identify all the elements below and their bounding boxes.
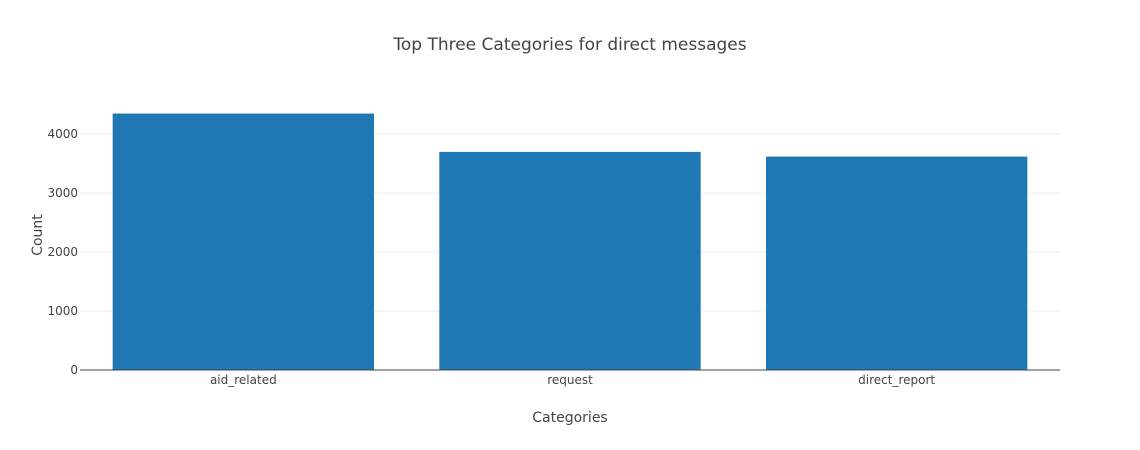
x-tick-label: request <box>547 373 593 387</box>
bar-direct_report <box>766 156 1028 370</box>
y-axis-ticks: 0 1000 2000 3000 4000 <box>47 127 78 377</box>
bar-aid_related <box>112 113 375 370</box>
y-tick-label: 4000 <box>47 127 78 141</box>
y-axis-title: Count <box>30 214 46 256</box>
y-tick-label: 1000 <box>47 304 78 318</box>
x-axis-title: Categories <box>532 410 607 426</box>
y-tick-label: 3000 <box>47 186 78 200</box>
bars <box>112 113 1028 370</box>
y-tick-label: 2000 <box>47 245 78 259</box>
x-tick-label: aid_related <box>210 373 277 387</box>
y-tick-label: 0 <box>70 363 78 377</box>
x-axis-ticks: aid_related request direct_report <box>210 373 935 387</box>
chart-title: Top Three Categories for direct messages <box>392 35 746 55</box>
bar-request <box>439 151 701 370</box>
x-tick-label: direct_report <box>858 373 935 387</box>
